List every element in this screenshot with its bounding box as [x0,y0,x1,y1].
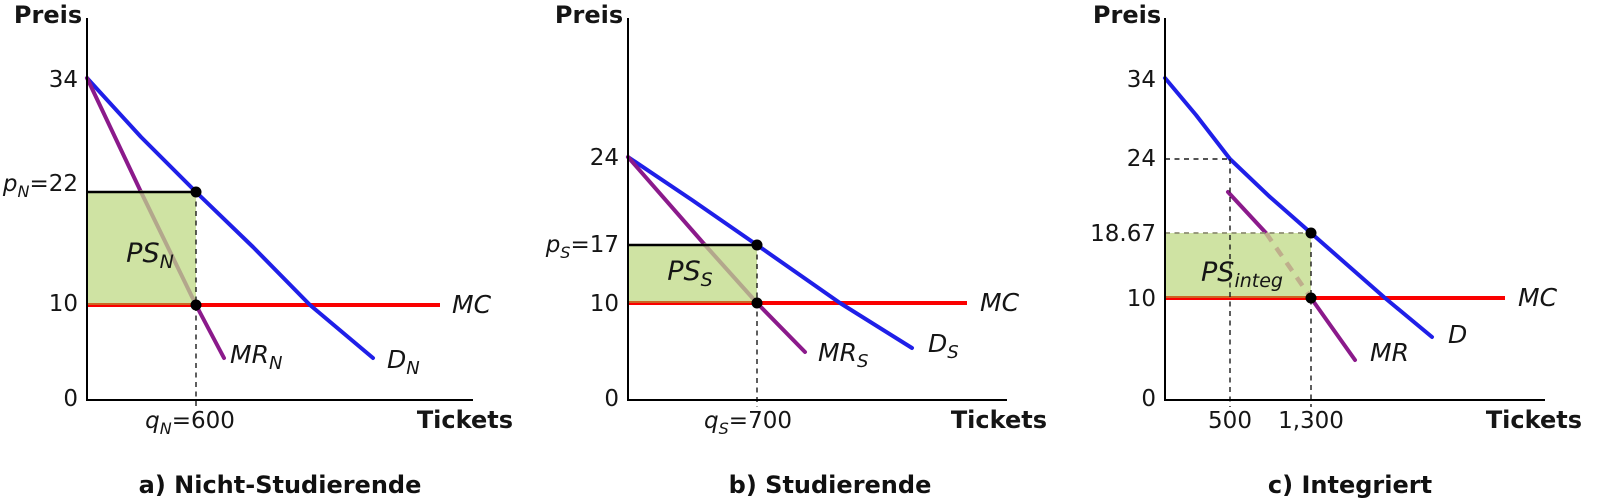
b-demand-label: DS [928,329,959,363]
b-xtick-quantity: qS=700 [704,408,792,438]
b-ytick-mc: 10 [590,291,619,317]
a-mr-segment-1 [139,190,198,307]
a-surplus-area [87,192,196,305]
c-mr-label: MR [1370,338,1409,367]
c-ytick-intercept: 34 [1127,67,1156,93]
b-ytick-intercept: 24 [590,145,619,171]
a-x-axis-title: Tickets [417,406,513,434]
c-y-axis-title: Preis [1093,1,1161,29]
c-ytick-mc: 10 [1127,286,1156,312]
a-mr-segment-0 [85,76,143,194]
b-y-axis-title: Preis [555,1,623,29]
a-ytick-price: pN=22 [2,171,78,201]
a-y-axis-title: Preis [14,1,82,29]
c-mr-segment-2 [1309,296,1357,362]
b-point-1 [751,297,763,309]
a-surplus-label: PSN [126,238,174,273]
b-surplus-label: PSS [667,256,712,291]
b-mr-segment-2 [755,301,807,354]
b-x-axis-title: Tickets [951,406,1047,434]
c-x-axis-title: Tickets [1486,406,1582,434]
c-demand-label: D [1448,320,1467,349]
c-origin-label: 0 [1141,386,1156,412]
a-ytick-intercept: 34 [49,67,78,93]
a-point-0 [190,186,202,198]
a-mr-segment-2 [194,303,226,360]
b-surplus-area [628,245,757,303]
c-mr-segment-0 [1226,190,1268,235]
a-point-1 [190,299,202,311]
caption-c: c) Integriert [1267,471,1433,499]
chart-a: Preis Tickets 0 34 pN=22 10 qN=600 PSN MRN DN MC [2,1,513,438]
c-ytick-kink: 24 [1127,146,1156,172]
b-origin-label: 0 [604,386,619,412]
a-ytick-mc: 10 [49,291,78,317]
b-point-0 [751,239,763,251]
a-mr-label: MRN [230,340,282,374]
c-surplus-label: PSinteg [1201,257,1283,292]
chart-b: Preis Tickets 0 24 pS=17 10 qS=700 PSS MRS DS MC [545,1,1047,438]
b-mr-segment-1 [703,243,759,305]
caption-a: a) Nicht-Studierende [138,471,422,499]
b-ytick-price: pS=17 [545,232,619,262]
a-demand-curve [85,76,375,360]
b-mr-segment-0 [626,155,707,247]
c-mr-segment-1 [1264,231,1313,300]
a-xtick-quantity: qN=600 [145,408,235,438]
a-mc-label: MC [452,290,492,319]
c-xtick-kink: 500 [1208,408,1252,434]
c-ytick-price: 18.67 [1090,221,1156,247]
c-mc-label: MC [1518,283,1558,312]
c-xtick-quantity: 1,300 [1278,408,1344,434]
c-point-0 [1305,227,1317,239]
c-demand-curve [1163,76,1434,339]
a-origin-label: 0 [63,386,78,412]
chart-c: Preis Tickets 0 34 24 18.67 10 500 1,300 PSinteg M… [1090,1,1582,434]
a-demand-label: DN [387,345,420,379]
caption-b: b) Studierende [728,471,932,499]
c-point-1 [1305,292,1317,304]
b-mr-label: MRS [818,338,868,372]
b-mc-label: MC [980,288,1020,317]
